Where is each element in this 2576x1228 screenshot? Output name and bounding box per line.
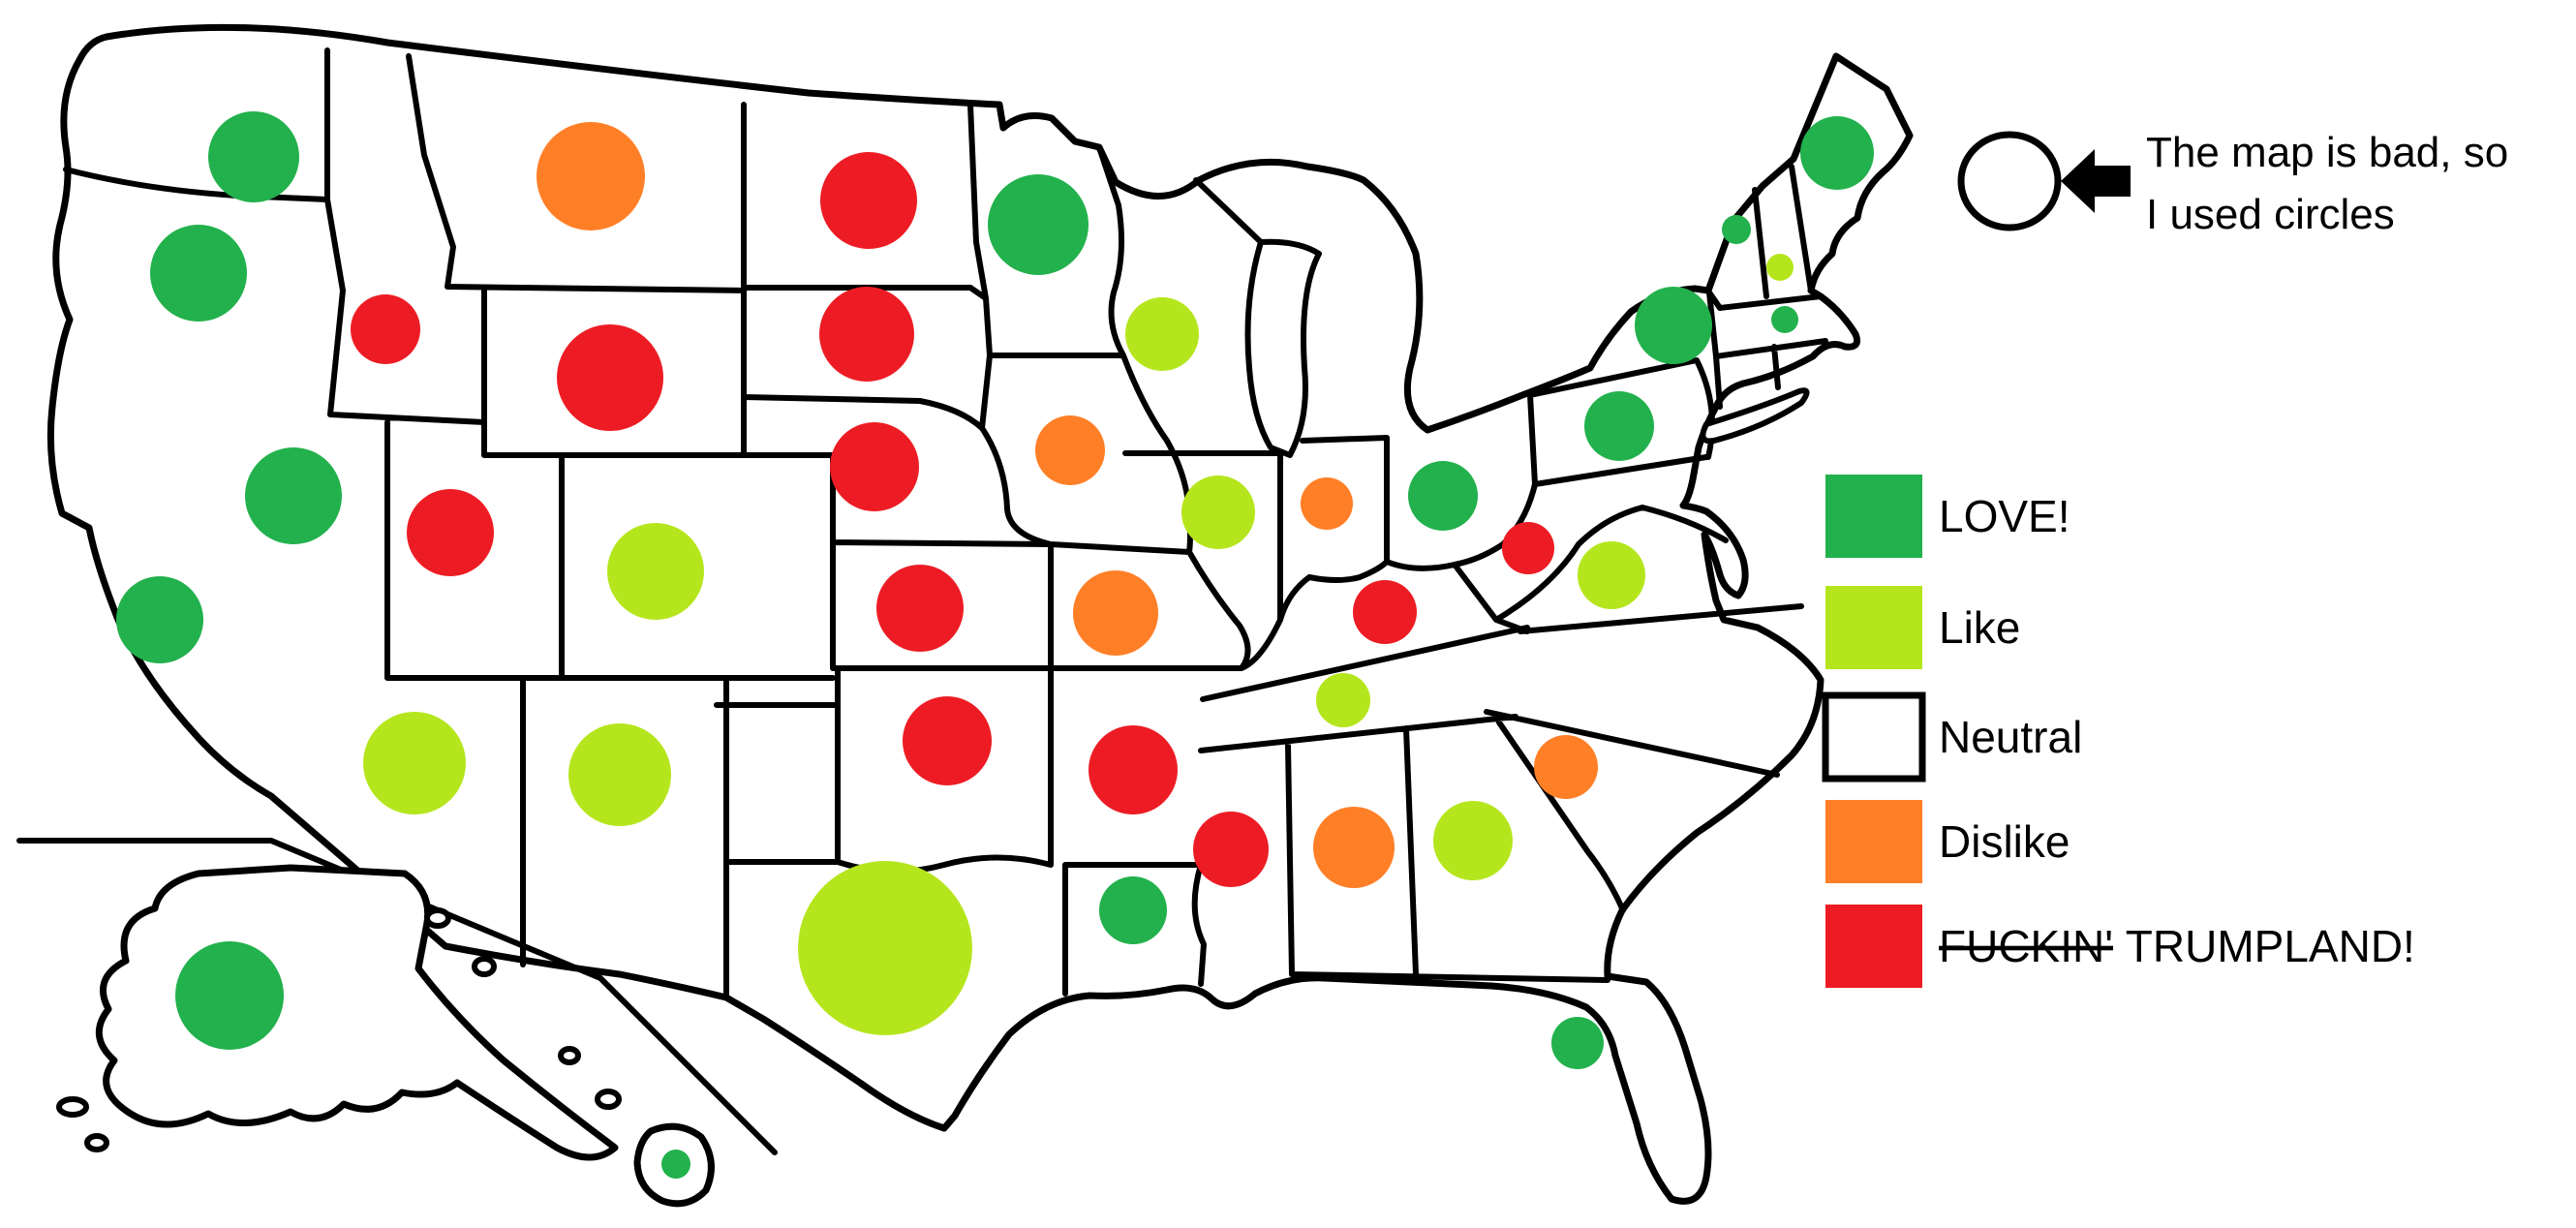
annotation-line2: I used circles xyxy=(2146,191,2395,238)
legend: LOVE! Like Neutral Dislike FUCKIN' TRUMPLAND… xyxy=(1822,475,2415,988)
state-circle-nm xyxy=(568,723,671,826)
state-circle-ne xyxy=(830,422,919,511)
state-circle-nv xyxy=(245,447,342,544)
aleutian-island-2 xyxy=(84,1133,109,1152)
state-circle-il xyxy=(1181,476,1255,549)
legend-label-like: Like xyxy=(1939,602,2020,653)
state-circle-wv xyxy=(1502,522,1554,574)
state-circle-wy xyxy=(557,324,663,431)
legend-swatch-like xyxy=(1825,586,1922,669)
left-arrow-icon xyxy=(2061,149,2131,213)
state-circle-va xyxy=(1578,541,1645,609)
state-circle-ny xyxy=(1635,287,1712,364)
annotation: The map is bad, so I used circles xyxy=(1957,129,2508,238)
map-outlines xyxy=(16,23,1914,1208)
legend-label-neutral: Neutral xyxy=(1939,712,2082,762)
state-circle-ia xyxy=(1035,415,1105,485)
hawaii-island-1 xyxy=(424,907,451,929)
legend-swatch-neutral xyxy=(1822,691,1926,783)
state-circle-ma xyxy=(1771,306,1798,333)
state-circle-ks xyxy=(876,565,964,652)
state-circle-hi xyxy=(661,1150,690,1179)
legend-swatch-trumpland xyxy=(1825,905,1922,988)
state-circle-nd xyxy=(820,152,917,249)
legend-label-trumpland: FUCKIN' TRUMPLAND! xyxy=(1939,921,2415,971)
state-circle-ak xyxy=(175,941,284,1050)
aleutian-island xyxy=(56,1096,89,1118)
state-circle-ut xyxy=(407,489,494,576)
state-circle-me xyxy=(1800,116,1874,190)
state-circle-or xyxy=(150,225,247,322)
state-circle-ca xyxy=(116,576,203,663)
state-circle-tn xyxy=(1316,673,1370,727)
state-circle-sc xyxy=(1534,735,1598,799)
state-circle-tx xyxy=(798,861,972,1035)
hawaii-island-4 xyxy=(595,1089,622,1110)
state-circle-oh xyxy=(1408,461,1478,531)
legend-swatch-dislike xyxy=(1825,800,1922,883)
state-circle-id xyxy=(351,294,420,364)
hawaii-island-3 xyxy=(558,1046,581,1065)
state-circle-pa xyxy=(1584,391,1654,461)
legend-label-love: LOVE! xyxy=(1939,491,2070,541)
state-circle-wa xyxy=(208,111,299,202)
state-circle-in xyxy=(1301,477,1353,530)
state-borders xyxy=(63,47,1828,1000)
state-circles xyxy=(116,111,1874,1179)
state-circle-vt xyxy=(1722,215,1751,244)
state-circle-ga xyxy=(1433,801,1513,880)
state-circle-nh xyxy=(1766,254,1794,281)
state-circle-co xyxy=(607,523,704,620)
legend-swatch-love xyxy=(1825,475,1922,558)
state-circle-ar xyxy=(1089,725,1178,814)
state-circle-mn xyxy=(988,174,1089,275)
hawaii-island-2 xyxy=(472,956,497,977)
state-circle-la xyxy=(1099,876,1167,944)
state-circle-mt xyxy=(537,122,645,230)
state-circle-mo xyxy=(1073,570,1158,656)
lake-michigan xyxy=(1244,238,1322,458)
continental-us-outline xyxy=(46,23,1914,1205)
alaska-outline xyxy=(95,864,619,1161)
state-circle-az xyxy=(363,712,466,814)
legend-label-dislike: Dislike xyxy=(1939,816,2070,867)
state-circle-al xyxy=(1313,807,1395,888)
state-circle-ky xyxy=(1353,580,1417,644)
state-circle-sd xyxy=(819,287,914,382)
long-island xyxy=(1700,387,1810,445)
state-circle-ok xyxy=(903,696,992,785)
empty-circle-icon xyxy=(1957,131,2062,231)
state-circle-fl xyxy=(1551,1017,1604,1069)
state-circle-wi xyxy=(1125,297,1199,371)
annotation-line1: The map is bad, so xyxy=(2146,129,2508,176)
state-circle-ms xyxy=(1193,812,1269,887)
